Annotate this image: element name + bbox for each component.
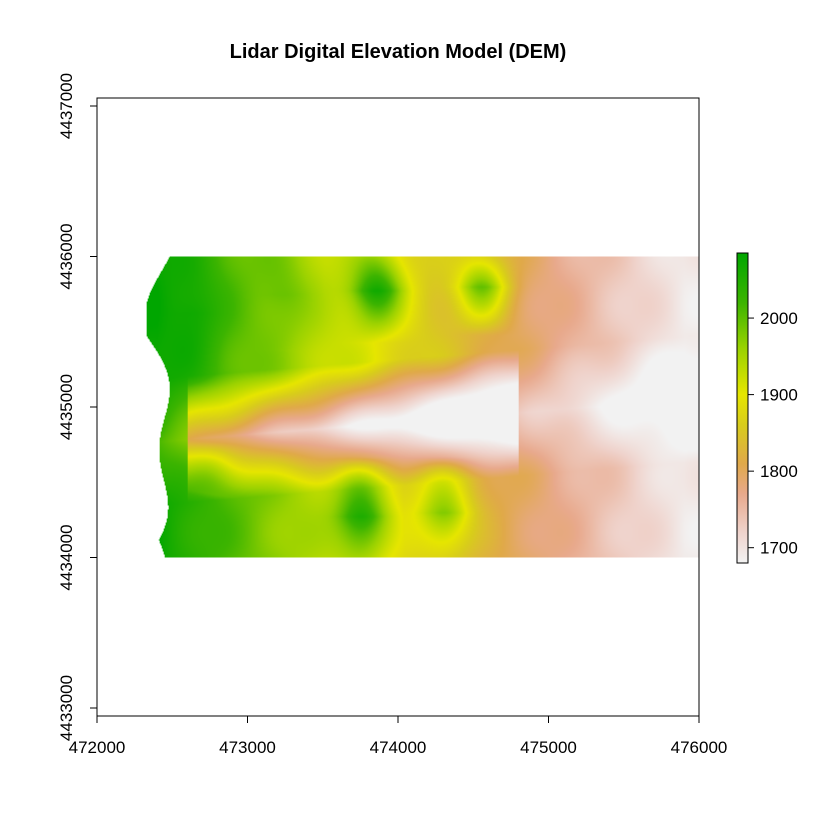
x-tick-label: 473000	[219, 738, 276, 757]
x-tick-label: 476000	[671, 738, 728, 757]
legend-tick-label: 1700	[760, 539, 798, 558]
y-tick-label: 4433000	[57, 675, 76, 741]
y-tick-label: 4435000	[57, 374, 76, 440]
dem-raster-image	[146, 256, 699, 558]
y-tick-label: 4436000	[57, 223, 76, 289]
x-tick-label: 472000	[69, 738, 126, 757]
x-tick-label: 474000	[370, 738, 427, 757]
y-tick-label: 4437000	[57, 73, 76, 139]
legend-tick-label: 1800	[760, 462, 798, 481]
chart-title: Lidar Digital Elevation Model (DEM)	[230, 41, 567, 63]
dem-raster	[146, 256, 699, 558]
legend-frame	[736, 252, 749, 564]
y-tick-label: 4434000	[57, 524, 76, 590]
legend-color-bar	[737, 253, 748, 563]
x-axis: 472000 473000 474000 475000 476000	[69, 715, 728, 757]
legend-tick-label: 2000	[760, 309, 798, 328]
color-legend: 1700 1800 1900 2000	[736, 252, 798, 564]
legend-tick-label: 1900	[760, 386, 798, 405]
y-axis: 4433000 4434000 4435000 4436000 4437000	[57, 73, 98, 741]
x-tick-label: 475000	[520, 738, 577, 757]
